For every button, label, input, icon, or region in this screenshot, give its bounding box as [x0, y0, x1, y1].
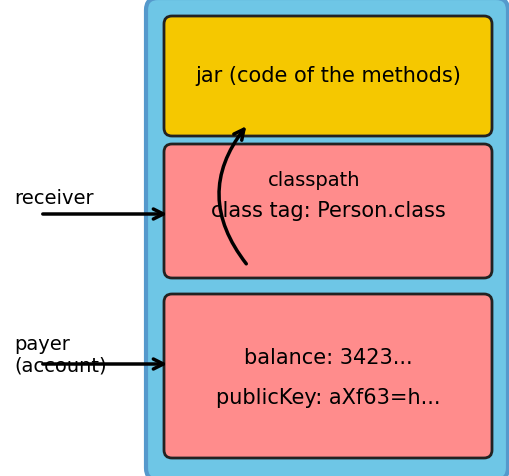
- Text: (account): (account): [14, 357, 106, 376]
- FancyBboxPatch shape: [164, 16, 491, 136]
- FancyBboxPatch shape: [164, 144, 491, 278]
- FancyBboxPatch shape: [146, 0, 507, 476]
- Text: payer: payer: [14, 335, 70, 354]
- Text: balance: 3423...: balance: 3423...: [243, 348, 411, 368]
- Text: receiver: receiver: [14, 188, 94, 208]
- Text: publicKey: aXf63=h...: publicKey: aXf63=h...: [215, 388, 439, 408]
- FancyBboxPatch shape: [164, 294, 491, 458]
- Text: jar (code of the methods): jar (code of the methods): [194, 66, 460, 86]
- Text: class tag: Person.class: class tag: Person.class: [210, 201, 444, 221]
- Text: classpath: classpath: [267, 171, 360, 190]
